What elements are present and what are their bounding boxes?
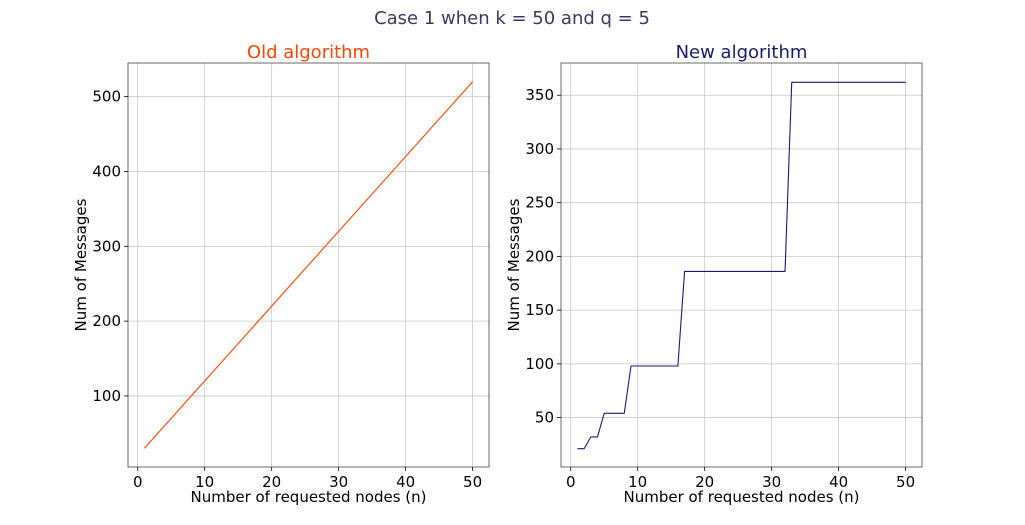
x-axis-label: Number of requested nodes (n) bbox=[623, 488, 859, 506]
x-tick-label: 50 bbox=[463, 473, 482, 491]
plot-frame bbox=[127, 62, 490, 468]
y-tick-label: 300 bbox=[525, 140, 554, 158]
series-line bbox=[144, 81, 473, 449]
old-algorithm-chart: 0 10 20 30 40 50 100 200 300 400 500 Old algorithm N… bbox=[72, 42, 490, 506]
y-axis-label: Num of Messages bbox=[72, 198, 90, 331]
y-tick-label: 200 bbox=[525, 247, 554, 265]
x-tick-label: 0 bbox=[566, 473, 576, 491]
x-tick-label: 40 bbox=[396, 473, 415, 491]
new-algorithm-chart: 0 10 20 30 40 50 50 100 150 200 250 300 350 New algor… bbox=[505, 42, 923, 506]
figure-suptitle: Case 1 when k = 50 and q = 5 bbox=[374, 8, 650, 29]
x-tick-label: 50 bbox=[896, 473, 915, 491]
y-tick-label: 100 bbox=[525, 355, 554, 373]
chart-title: Old algorithm bbox=[247, 42, 370, 63]
x-tick-label: 10 bbox=[628, 473, 647, 491]
y-tick-label: 200 bbox=[92, 312, 121, 330]
x-tick-label: 30 bbox=[329, 473, 348, 491]
y-tick-label: 500 bbox=[92, 88, 121, 106]
y-tick-label: 50 bbox=[535, 409, 554, 427]
x-tick-label: 40 bbox=[829, 473, 848, 491]
x-tick-label: 30 bbox=[762, 473, 781, 491]
x-tick-label: 20 bbox=[695, 473, 714, 491]
y-tick-label: 300 bbox=[92, 237, 121, 255]
x-tick-label: 10 bbox=[195, 473, 214, 491]
y-tick-label: 150 bbox=[525, 301, 554, 319]
y-axis-label: Num of Messages bbox=[505, 198, 523, 331]
series-line bbox=[577, 81, 906, 450]
y-tick-label: 100 bbox=[92, 387, 121, 405]
x-tick-label: 20 bbox=[262, 473, 281, 491]
x-axis-label: Number of requested nodes (n) bbox=[190, 488, 426, 506]
x-tick-label: 0 bbox=[133, 473, 143, 491]
y-tick-label: 250 bbox=[525, 194, 554, 212]
y-tick-label: 350 bbox=[525, 86, 554, 104]
y-tick-label: 400 bbox=[92, 162, 121, 180]
chart-title: New algorithm bbox=[676, 42, 808, 63]
plot-frame bbox=[560, 62, 923, 468]
